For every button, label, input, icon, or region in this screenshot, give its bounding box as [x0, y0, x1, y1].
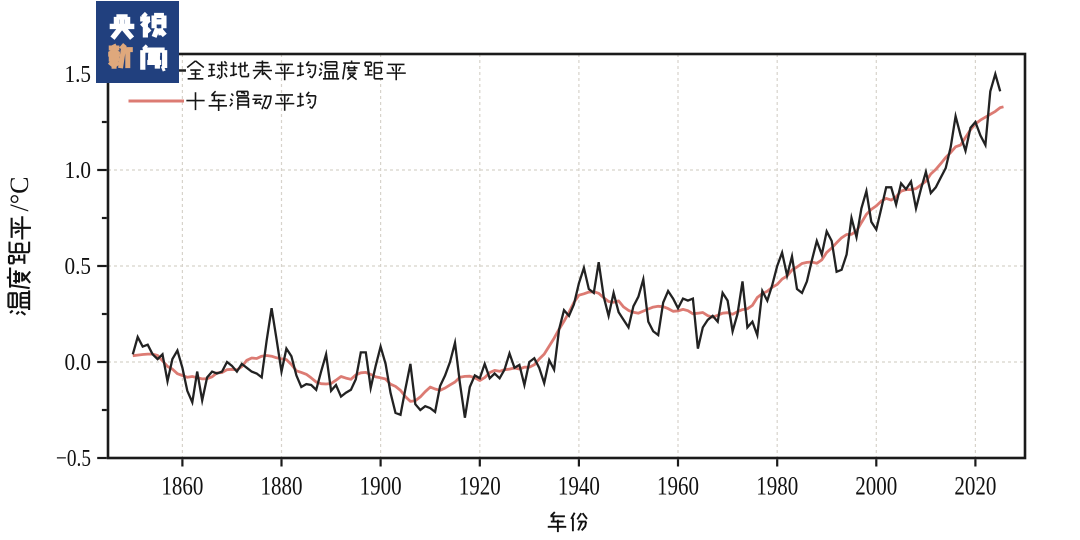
svg-text:2020: 2020	[954, 471, 996, 501]
svg-text:1880: 1880	[261, 471, 303, 501]
svg-text:1940: 1940	[558, 471, 600, 501]
svg-text:1960: 1960	[657, 471, 699, 501]
svg-text:0.5: 0.5	[65, 253, 92, 280]
svg-text:−0.5: −0.5	[56, 445, 91, 472]
svg-text:1900: 1900	[360, 471, 402, 501]
svg-text:/°C: /°C	[5, 177, 34, 212]
svg-text:0.0: 0.0	[65, 349, 92, 376]
svg-text:1980: 1980	[756, 471, 798, 501]
svg-text:1860: 1860	[161, 471, 203, 501]
svg-text:1.0: 1.0	[65, 157, 92, 184]
svg-text:1920: 1920	[459, 471, 501, 501]
svg-text:2000: 2000	[855, 471, 897, 501]
svg-text:1.5: 1.5	[65, 61, 92, 88]
